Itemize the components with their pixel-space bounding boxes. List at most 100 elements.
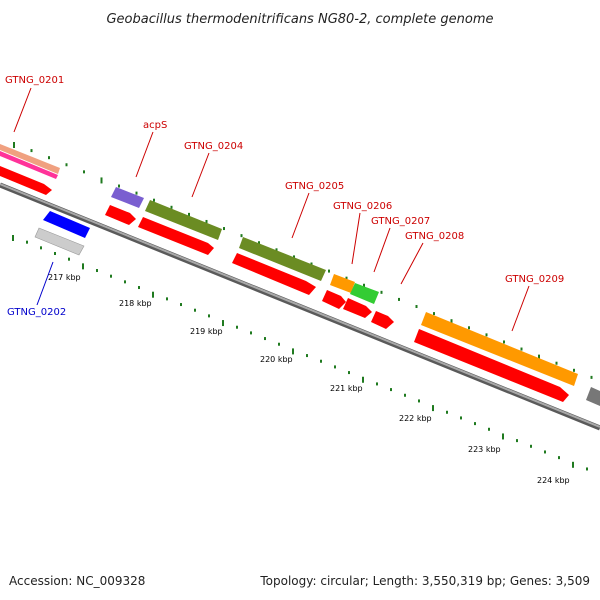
tick-mark-major [152,291,154,298]
gene-label-gtng-0201[interactable]: GTNG_0201 [5,75,64,133]
tick-mark-major [572,461,574,468]
gene-label-gtng-0206[interactable]: GTNG_0206 [333,201,392,265]
tick-mark-major [502,433,504,440]
tick-mark-minor [30,149,33,153]
feature-gtng-0209[interactable] [421,312,578,386]
tick-mark-minor [293,255,295,259]
feature-gtng-0204[interactable] [145,200,222,240]
tick-mark-minor [488,427,490,431]
genome-backbone [0,182,600,431]
tick-mark-minor [205,219,208,223]
tick-mark-minor [544,450,546,454]
scale-label: 218 kbp [119,299,152,308]
scale-label: 220 kbp [260,355,293,364]
tick-mark-minor [208,314,210,318]
cds-arrow-0206[interactable] [322,290,346,309]
tick-mark-minor [328,269,330,273]
tick-mark-minor [485,333,488,337]
tick-mark-minor [166,297,168,301]
tick-mark-minor [68,257,70,261]
tick-mark-minor [446,410,448,414]
cds-arrow-0204[interactable] [138,217,214,255]
tick-mark-minor [194,308,196,312]
tick-mark-minor [118,184,120,188]
tick-mark-minor [380,290,383,294]
gene-label-gtng-0205[interactable]: GTNG_0205 [285,181,344,239]
gene-label-gtng-0202[interactable]: GTNG_0202 [7,261,66,318]
tick-mark-minor [236,325,238,329]
tick-mark-minor [376,382,378,386]
tick-mark-minor [530,444,532,448]
tick-mark-minor [516,439,518,443]
tick-mark-minor [180,303,182,307]
gene-label-gtng-0209[interactable]: GTNG_0209 [505,274,564,332]
tick-mark-minor [48,156,50,160]
genome-summary: Topology: circular; Length: 3,550,319 bp… [260,574,590,588]
feature-gtng-0202-arrow[interactable] [43,211,90,238]
tick-mark-minor [415,305,418,309]
gene-label-gtng-0204[interactable]: GTNG_0204 [184,141,243,198]
cds-arrow-0207[interactable] [343,298,372,318]
tick-mark-minor [334,365,336,369]
tick-mark-minor [264,337,266,341]
tick-mark-major [222,320,224,327]
tick-mark-minor [26,240,28,244]
tick-mark-minor [65,163,68,167]
feature-gtng-0206[interactable] [330,274,355,293]
tick-mark-minor [310,262,313,266]
cds-arrow-0208[interactable] [371,311,394,329]
feature-acps[interactable] [111,187,144,208]
tick-mark-major [292,348,294,355]
svg-text:GTNG_0207: GTNG_0207 [371,216,430,227]
cds-arrow-0201[interactable] [0,166,52,195]
tick-mark-minor [306,354,308,358]
svg-text:GTNG_0204: GTNG_0204 [184,141,243,152]
feature-gtng-0207[interactable] [350,283,379,304]
tick-mark-minor [258,241,260,245]
cds-arrow-0209[interactable] [414,329,569,402]
tick-mark-major [538,354,540,361]
tick-mark-major [432,405,434,412]
tick-mark-minor [418,399,420,403]
svg-text:GTNG_0209: GTNG_0209 [505,274,564,285]
tick-row-lower [12,235,588,471]
tick-mark-minor [503,340,505,344]
tick-mark-minor [460,416,462,420]
svg-text:acpS: acpS [143,120,167,131]
accession-label: Accession: NC_009328 [9,574,146,588]
tick-mark-minor [278,342,280,346]
cds-arrow-0205[interactable] [232,253,316,295]
tick-mark-minor [348,371,350,375]
tick-mark-major [100,177,103,184]
tick-mark-minor [40,246,42,250]
feature-gtng-0202-gray[interactable] [34,227,85,256]
tick-mark-minor [83,170,85,174]
tick-mark-minor [240,234,243,238]
feature-next-gray[interactable] [586,387,600,406]
tick-mark-minor [54,252,56,256]
gene-label-gtng-0208[interactable]: GTNG_0208 [400,231,464,285]
tick-mark-minor [110,274,112,278]
tick-mark-minor [320,359,322,363]
tick-mark-minor [135,191,138,195]
tick-row-upper [13,142,593,379]
svg-text:GTNG_0206: GTNG_0206 [333,201,392,212]
scale-label: 219 kbp [190,327,223,336]
scale-label: 222 kbp [399,414,432,423]
tick-mark-minor [474,422,476,426]
tick-mark-minor [555,361,558,365]
feature-gtng-0201-top[interactable] [0,144,60,179]
tick-mark-minor [404,393,406,397]
feature-gtng-0205[interactable] [239,237,326,281]
tick-mark-minor [586,467,588,471]
tick-mark-minor [170,205,173,209]
tick-mark-minor [223,227,225,231]
scale-label: 221 kbp [330,384,363,393]
gene-label-gtng-0207[interactable]: GTNG_0207 [371,216,430,273]
scale-label: 223 kbp [468,445,501,454]
cds-arrow-acps[interactable] [105,205,136,225]
gene-label-acps[interactable]: acpS [135,120,167,178]
tick-mark-minor [138,286,140,290]
tick-mark-minor [558,456,560,460]
